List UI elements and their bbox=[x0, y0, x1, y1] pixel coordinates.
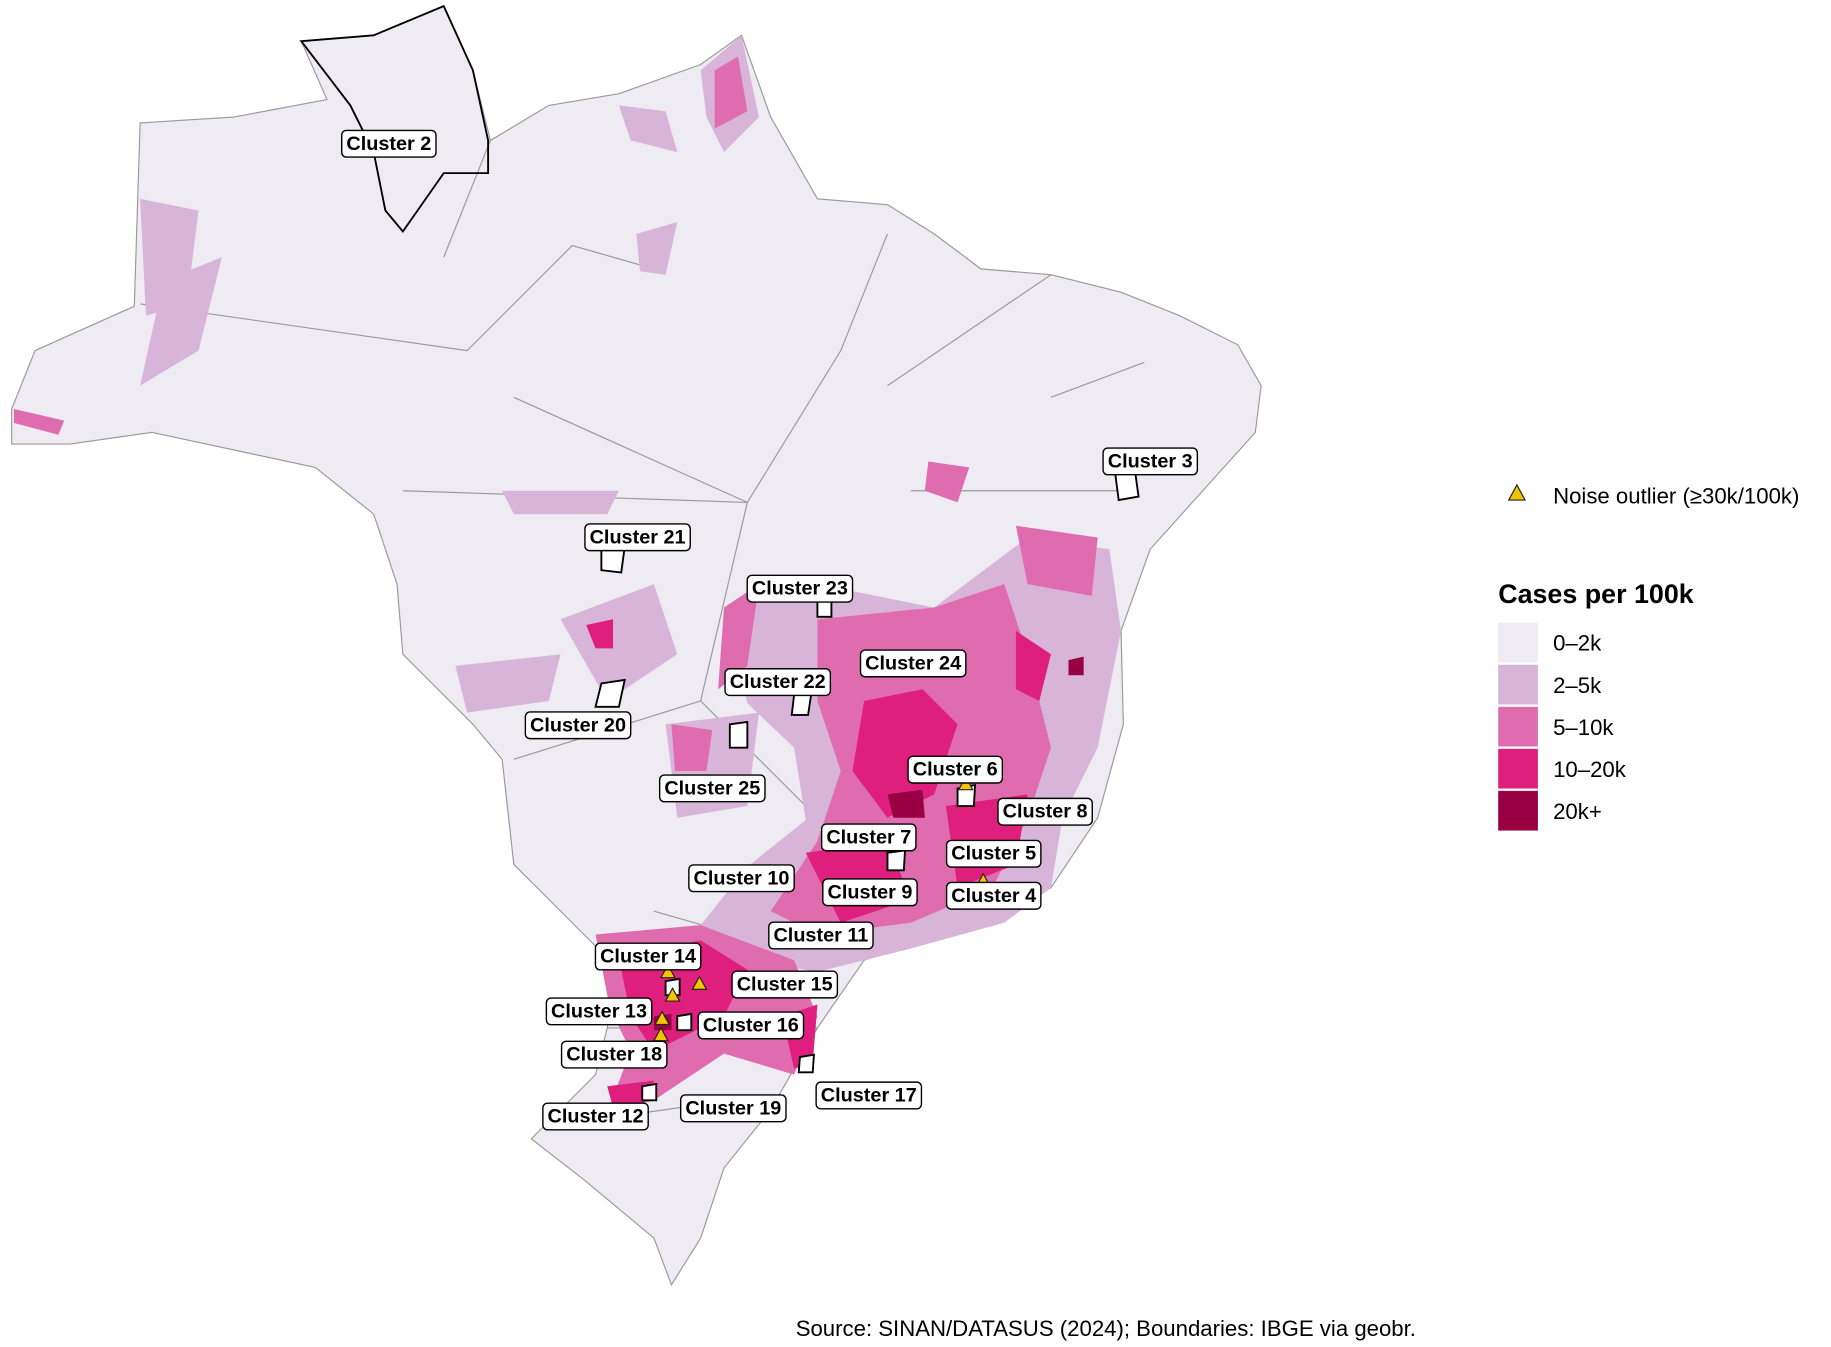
cluster-label: Cluster 5 bbox=[951, 843, 1036, 865]
cluster-label-box bbox=[658, 774, 766, 803]
cluster-label-box bbox=[524, 711, 632, 740]
source-note: Source: SINAN/DATASUS (2024); Boundaries… bbox=[796, 1316, 1416, 1341]
cluster-outline bbox=[594, 469, 1140, 1102]
cluster-label-box bbox=[822, 878, 918, 907]
legend-swatch bbox=[1498, 664, 1538, 705]
legend-label: 20k+ bbox=[1553, 799, 1602, 824]
cluster-label: Cluster 23 bbox=[752, 578, 848, 600]
cluster-label: Cluster 24 bbox=[865, 652, 961, 674]
cluster-label-box bbox=[859, 649, 967, 678]
cluster-label: Cluster 14 bbox=[600, 946, 696, 968]
cluster-label: Cluster 7 bbox=[826, 826, 911, 848]
legend-swatch bbox=[1498, 622, 1538, 663]
cluster-label-box bbox=[815, 1081, 923, 1110]
cluster-label-box bbox=[945, 839, 1042, 868]
cluster-label-box bbox=[945, 881, 1042, 910]
cluster-label-box bbox=[731, 970, 839, 999]
cluster-label-box bbox=[724, 668, 832, 697]
cluster-label: Cluster 18 bbox=[566, 1044, 662, 1066]
cluster-label-box bbox=[341, 129, 437, 158]
cluster-label-box bbox=[542, 1102, 649, 1131]
cluster-label: Cluster 17 bbox=[821, 1084, 917, 1106]
legend-outlier-label: Noise outlier (≥30k/100k) bbox=[1553, 484, 1799, 509]
cluster-label: Cluster 16 bbox=[703, 1014, 799, 1036]
legend-swatch bbox=[1498, 748, 1538, 789]
cluster-label: Cluster 12 bbox=[548, 1105, 644, 1127]
legend-label: 5–10k bbox=[1553, 715, 1614, 740]
cluster-label-box bbox=[584, 523, 691, 552]
legend: 0–2k 2–5k 5–10k 10–20k 20k+ bbox=[1498, 622, 1627, 831]
cluster-label: Cluster 9 bbox=[827, 881, 912, 903]
legend-outlier-symbol bbox=[1507, 483, 1527, 501]
cluster-label-box bbox=[746, 574, 854, 603]
cluster-labels: Cluster 2 Cluster 3 Cluster 21 Cluster 23 Cl… bbox=[341, 129, 1199, 1131]
cluster-label: Cluster 2 bbox=[346, 133, 431, 155]
cluster-label-box bbox=[560, 1040, 668, 1069]
cluster-label: Cluster 4 bbox=[951, 885, 1036, 907]
cluster-label: Cluster 3 bbox=[1108, 450, 1193, 472]
cluster-label: Cluster 11 bbox=[773, 924, 868, 946]
cluster-label: Cluster 13 bbox=[551, 1000, 647, 1022]
cluster-label: Cluster 19 bbox=[685, 1097, 781, 1119]
cluster-label: Cluster 15 bbox=[737, 974, 833, 996]
cluster-label: Cluster 25 bbox=[664, 777, 760, 799]
cluster-label-box bbox=[594, 942, 702, 971]
cluster-label: Cluster 6 bbox=[913, 759, 998, 781]
legend-label: 2–5k bbox=[1553, 673, 1602, 698]
legend-swatch bbox=[1498, 706, 1538, 747]
cluster-label-box bbox=[820, 823, 917, 852]
cluster-label: Cluster 21 bbox=[590, 526, 686, 548]
cluster-label-box bbox=[768, 921, 874, 950]
cluster-label: Cluster 10 bbox=[694, 867, 790, 889]
cluster-label-box bbox=[697, 1011, 805, 1040]
cluster-label-box bbox=[679, 1094, 787, 1123]
cluster-label: Cluster 20 bbox=[530, 714, 626, 736]
cluster-label: Cluster 8 bbox=[1003, 801, 1088, 823]
cluster-label-box bbox=[907, 755, 1004, 784]
cluster-label-box bbox=[1102, 447, 1199, 476]
cluster-label-box bbox=[688, 864, 795, 893]
legend-label: 10–20k bbox=[1553, 757, 1627, 782]
map-shapes bbox=[11, 4, 1262, 1287]
cluster-label-box bbox=[997, 797, 1093, 826]
cluster-label: Cluster 22 bbox=[730, 671, 826, 693]
legend-swatch bbox=[1498, 790, 1538, 831]
cluster-label-box bbox=[545, 997, 653, 1026]
legend-title: Cases per 100k bbox=[1498, 579, 1694, 609]
legend-label: 0–2k bbox=[1553, 631, 1602, 656]
